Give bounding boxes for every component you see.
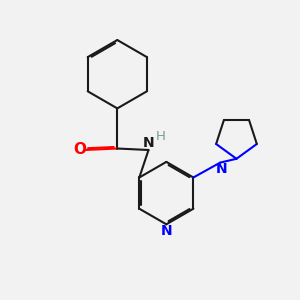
Text: N: N xyxy=(143,136,154,151)
Text: N: N xyxy=(160,224,172,238)
Text: N: N xyxy=(216,162,227,176)
Text: O: O xyxy=(73,142,86,158)
Text: H: H xyxy=(156,130,166,143)
